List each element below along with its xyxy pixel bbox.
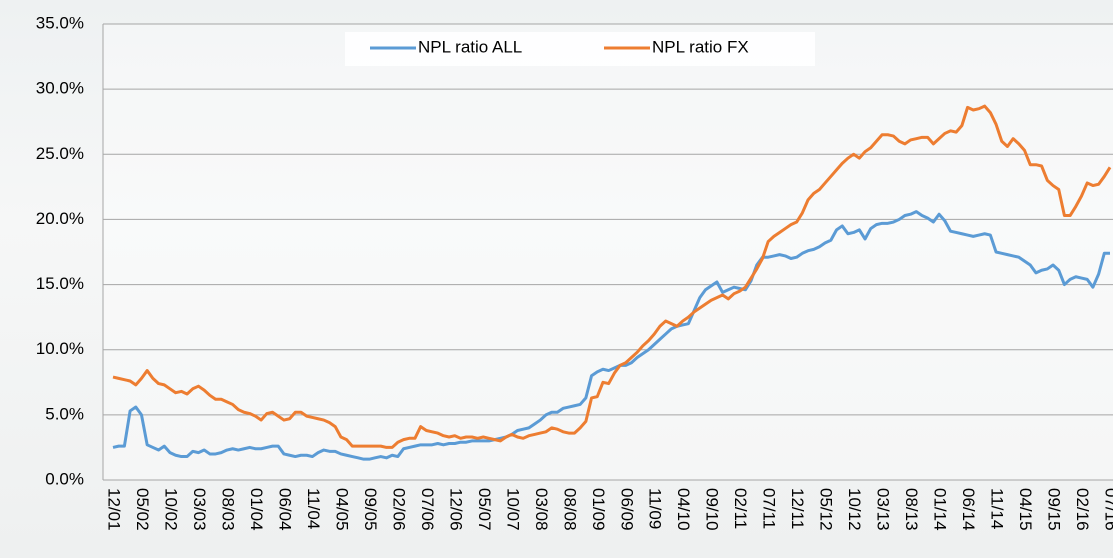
x-tick-label: 11/04 bbox=[304, 488, 323, 529]
x-tick-label: 07/11 bbox=[760, 488, 779, 529]
x-tick-label: 10/12 bbox=[845, 488, 864, 531]
x-tick-label: 05/07 bbox=[475, 488, 494, 531]
y-tick-label: 20.0% bbox=[36, 209, 84, 228]
x-tick-label: 11/09 bbox=[646, 488, 665, 529]
x-tick-label: 09/15 bbox=[1045, 488, 1064, 531]
legend-label: NPL ratio FX bbox=[652, 37, 749, 56]
x-tick-label: 11/14 bbox=[988, 488, 1007, 529]
y-tick-label: 35.0% bbox=[36, 13, 84, 32]
x-tick-label: 02/16 bbox=[1073, 488, 1092, 531]
x-tick-label: 04/15 bbox=[1016, 488, 1035, 531]
x-tick-label: 01/14 bbox=[931, 488, 950, 531]
chart: 0.0% 5.0% 10.0% 15.0% 20.0% 25.0% 30.0% 35.0% 12… bbox=[0, 0, 1113, 558]
x-tick-label: 09/10 bbox=[703, 488, 722, 531]
x-tick-label: 04/05 bbox=[332, 488, 351, 531]
x-tick-label: 07/06 bbox=[418, 488, 437, 531]
y-tick-label: 5.0% bbox=[45, 404, 84, 423]
x-tick-label: 03/03 bbox=[190, 488, 209, 531]
plot-area bbox=[103, 24, 1113, 480]
x-tick-label: 03/08 bbox=[532, 488, 551, 531]
y-tick-label: 25.0% bbox=[36, 144, 84, 163]
x-tick-label: 12/06 bbox=[446, 488, 465, 531]
x-tick-label: 08/08 bbox=[560, 488, 579, 531]
x-tick-label: 07/16 bbox=[1102, 488, 1113, 531]
x-tick-label: 02/11 bbox=[731, 488, 750, 529]
y-tick-label: 30.0% bbox=[36, 79, 84, 98]
x-tick-label: 03/13 bbox=[874, 488, 893, 531]
legend-label: NPL ratio ALL bbox=[418, 37, 522, 56]
x-tick-label: 06/04 bbox=[275, 488, 294, 531]
y-tick-label: 0.0% bbox=[45, 469, 84, 488]
x-tick-label: 06/09 bbox=[617, 488, 636, 531]
x-tick-label: 08/13 bbox=[902, 488, 921, 531]
x-tick-label: 05/02 bbox=[133, 488, 152, 531]
x-tick-label: 08/03 bbox=[218, 488, 237, 531]
x-tick-label: 06/14 bbox=[959, 488, 978, 531]
x-tick-label: 04/10 bbox=[674, 488, 693, 531]
x-tick-label: 12/11 bbox=[788, 488, 807, 529]
x-tick-label: 01/09 bbox=[589, 488, 608, 531]
x-tick-label: 02/06 bbox=[389, 488, 408, 531]
x-tick-label: 09/05 bbox=[361, 488, 380, 531]
x-tick-label: 05/12 bbox=[817, 488, 836, 531]
x-tick-label: 01/04 bbox=[247, 488, 266, 531]
x-tick-label: 10/07 bbox=[503, 488, 522, 531]
x-tick-label: 12/01 bbox=[105, 488, 124, 531]
x-tick-label: 10/02 bbox=[161, 488, 180, 531]
y-tick-label: 10.0% bbox=[36, 339, 84, 358]
y-tick-label: 15.0% bbox=[36, 274, 84, 293]
